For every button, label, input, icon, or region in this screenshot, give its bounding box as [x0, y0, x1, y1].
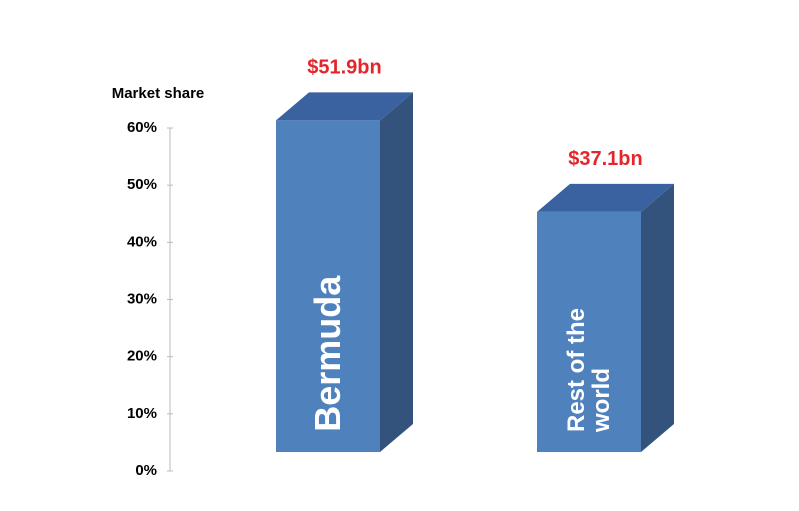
y-tick-label: 60% [127, 119, 157, 136]
y-axis-label: Market share [112, 85, 205, 102]
value-annotation: $51.9bn [307, 57, 381, 79]
bar [276, 120, 380, 452]
bar [537, 211, 641, 452]
y-tick-label: 20% [127, 348, 157, 365]
bar-side [641, 183, 674, 452]
y-tick-label: 40% [127, 233, 157, 250]
category-label: Bermuda [307, 275, 349, 432]
y-tick-label: 0% [135, 462, 157, 479]
category-label: Rest of the world [562, 307, 615, 432]
bar-side [380, 92, 413, 452]
y-tick-label: 30% [127, 290, 157, 307]
y-tick-label: 50% [127, 176, 157, 193]
bar-top [537, 183, 674, 212]
bar-top [276, 92, 413, 121]
y-tick-label: 10% [127, 405, 157, 422]
value-annotation: $37.1bn [568, 148, 642, 170]
